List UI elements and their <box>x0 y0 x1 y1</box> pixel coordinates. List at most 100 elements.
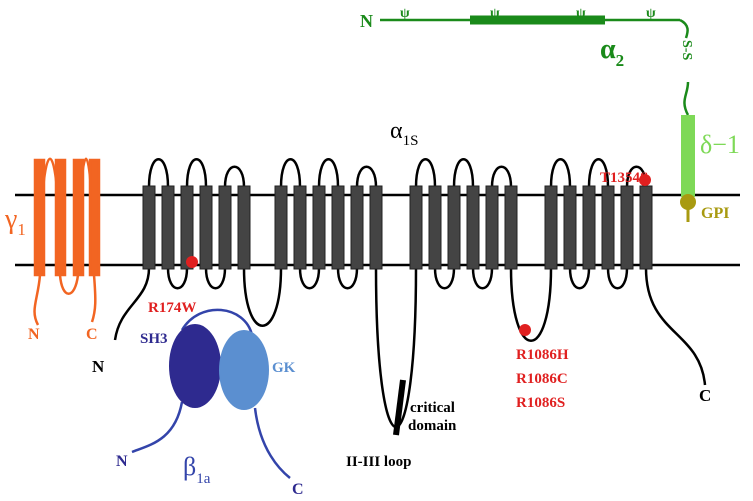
sh3-label: SH3 <box>140 331 168 347</box>
mutation: R1086C <box>516 371 568 387</box>
tm-segment <box>293 185 307 270</box>
gamma-loops <box>38 157 96 295</box>
symbol: β <box>183 452 196 481</box>
gamma-segment <box>54 158 67 277</box>
glyco: ψ <box>576 6 586 21</box>
tm-segment <box>563 185 577 270</box>
mutation-site <box>519 324 531 336</box>
symbol: α <box>390 118 403 144</box>
tm-segment <box>274 185 288 270</box>
beta-n-label: N <box>116 453 128 470</box>
loop-bottom <box>606 267 629 290</box>
tm-segment <box>601 185 615 270</box>
mutation-site <box>639 174 651 186</box>
critical-domain <box>393 379 406 436</box>
loop-bottom <box>298 267 321 290</box>
tm-segment <box>161 185 175 270</box>
mutation-sites <box>186 174 651 336</box>
loop-bottom <box>433 267 456 290</box>
c-terminus <box>644 267 707 386</box>
sh3-domain <box>169 324 221 408</box>
glyco: ψ <box>400 6 410 21</box>
tm-segment <box>331 185 345 270</box>
gamma-c-label: C <box>86 326 98 343</box>
mutation: T1354S <box>600 170 648 186</box>
tm-segment <box>369 185 383 270</box>
tm-segment <box>142 185 156 270</box>
n-terminus <box>113 267 151 341</box>
beta1a-label: β1a <box>183 452 211 487</box>
alpha2 <box>380 15 690 116</box>
beta1a <box>131 308 291 479</box>
glyco: ψ <box>490 6 500 21</box>
loop-bottom <box>166 267 189 290</box>
delta-stalk <box>683 81 690 116</box>
gamma-n-label: N <box>28 326 40 343</box>
loop-bottom <box>336 267 359 290</box>
tm-segment <box>218 185 232 270</box>
gamma-n <box>33 274 42 326</box>
disulfide: S-S <box>679 40 694 60</box>
tm-segment <box>447 185 461 270</box>
loop-top <box>452 158 475 188</box>
mutation: R174W <box>148 300 196 316</box>
critical-label: domain <box>408 418 457 434</box>
gamma-c <box>90 274 97 323</box>
n-terminus-label: N <box>92 357 105 376</box>
symbol: γ <box>4 204 17 235</box>
glyco: ψ <box>646 6 656 21</box>
tm-segment <box>504 185 518 270</box>
loop-bottom <box>471 267 494 290</box>
alpha2-label: α2 <box>600 34 624 70</box>
gamma-segment <box>72 158 85 277</box>
alpha2-n: N <box>360 11 373 31</box>
beta-n <box>131 401 184 454</box>
subscript: 2 <box>616 51 625 70</box>
loop-top <box>185 158 208 188</box>
beta-hook <box>180 308 254 336</box>
tm-segment <box>350 185 364 270</box>
loop-bottom <box>204 267 227 290</box>
mutation: R1086H <box>516 347 569 363</box>
delta-bar <box>681 115 695 197</box>
gpi-anchor <box>680 194 696 210</box>
beta-c-label: C <box>292 481 304 498</box>
tm-segment <box>544 185 558 270</box>
gamma1 <box>33 157 101 326</box>
subscript: 1 <box>17 220 26 239</box>
gk-label: GK <box>272 360 296 376</box>
loop-top <box>317 158 340 188</box>
subscript: 1a <box>196 471 211 487</box>
tm-segment <box>620 185 634 270</box>
loop-top <box>414 158 437 188</box>
loop-top <box>147 158 170 188</box>
gk-domain <box>219 330 269 410</box>
loop-top <box>279 158 302 188</box>
tm-segment <box>237 185 251 270</box>
tm-segment <box>582 185 596 270</box>
loop-label: II-III loop <box>346 454 411 470</box>
delta-label: δ−1 <box>700 130 740 159</box>
subscript: 1S <box>403 133 419 149</box>
tm-segment <box>409 185 423 270</box>
tm-segment <box>180 185 194 270</box>
beta-c <box>253 407 291 479</box>
gpi-label: GPI <box>701 205 729 222</box>
tm-segment <box>312 185 326 270</box>
loop-top <box>549 158 572 188</box>
mutation: R1086S <box>516 395 565 411</box>
mutation-site <box>186 256 198 268</box>
tm-segment <box>639 185 653 270</box>
gamma-segment <box>33 158 46 277</box>
loop-top <box>587 158 610 188</box>
symbol: α <box>600 34 616 65</box>
i-ii-linker <box>242 267 283 327</box>
alpha1s-label: α1S <box>390 118 418 149</box>
tm-segment <box>485 185 499 270</box>
tm-segment <box>199 185 213 270</box>
critical-label: critical <box>410 400 455 416</box>
tm-segment <box>466 185 480 270</box>
loop-bottom <box>568 267 591 290</box>
c-terminus-label: C <box>699 386 711 405</box>
